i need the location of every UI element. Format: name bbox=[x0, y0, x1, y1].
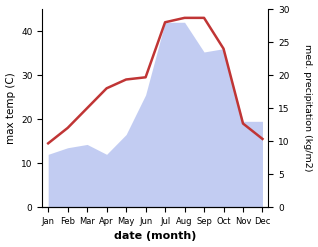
Y-axis label: med. precipitation (kg/m2): med. precipitation (kg/m2) bbox=[303, 44, 313, 172]
Y-axis label: max temp (C): max temp (C) bbox=[5, 72, 16, 144]
X-axis label: date (month): date (month) bbox=[114, 231, 197, 242]
